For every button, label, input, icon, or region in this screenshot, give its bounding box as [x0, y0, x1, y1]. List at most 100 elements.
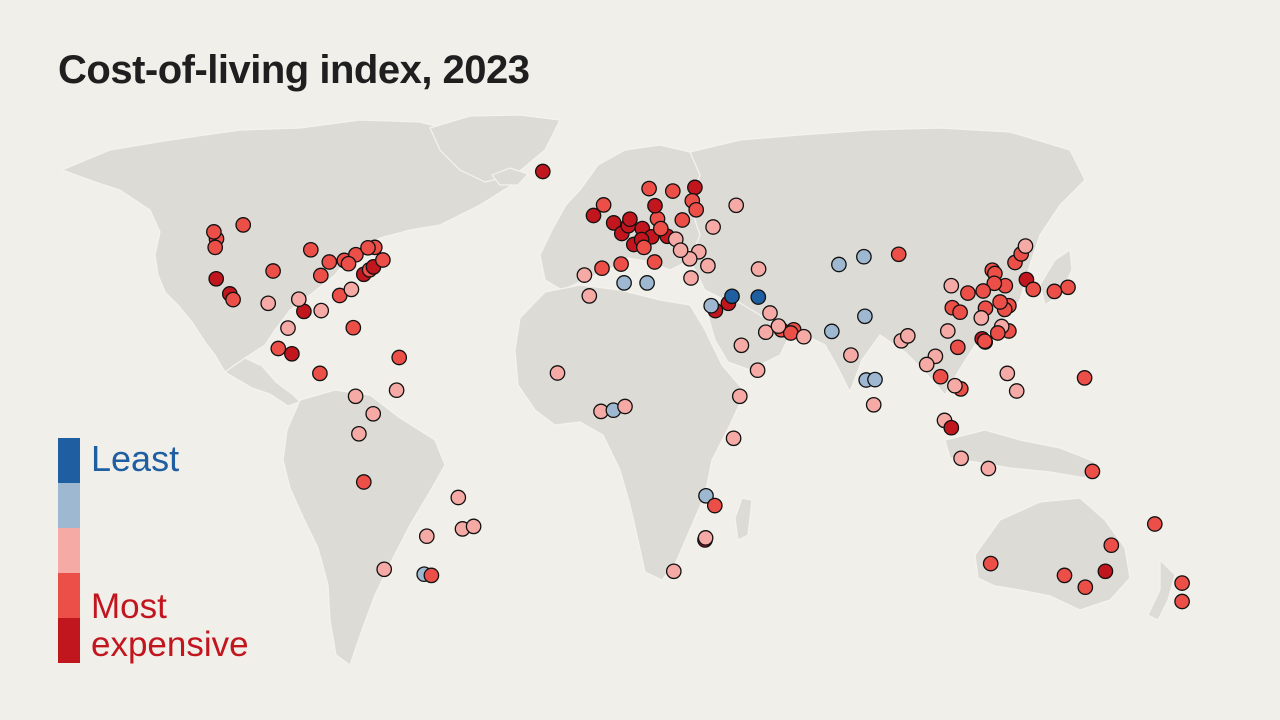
city-dot-31 [312, 365, 328, 382]
city-dot-25 [343, 281, 360, 298]
city-dot-23 [312, 267, 329, 284]
city-dot-26 [313, 302, 330, 319]
city-dot-95 [770, 318, 787, 334]
city-dot-156 [1174, 593, 1190, 610]
city-dot-80 [639, 275, 655, 291]
land-iceland [491, 167, 530, 186]
city-dot-161 [617, 398, 633, 415]
city-dot-109 [918, 356, 935, 373]
land-australia [974, 497, 1131, 611]
city-dot-125 [992, 294, 1008, 310]
legend-swatch-level-3 [58, 528, 80, 573]
city-dot-60 [594, 260, 610, 277]
city-dot-44 [418, 528, 435, 545]
city-dot-75 [705, 219, 721, 235]
city-dot-107 [932, 368, 949, 385]
city-dot-149 [1097, 563, 1114, 580]
legend-swatch-level-4 [58, 573, 80, 618]
city-dot-66 [647, 197, 663, 214]
city-dot-74 [700, 257, 716, 274]
city-dot-164 [698, 487, 714, 504]
city-dot-133 [960, 285, 976, 301]
city-dot-5 [207, 239, 224, 256]
city-dot-121 [976, 333, 993, 350]
city-dot-143 [890, 246, 907, 263]
city-dot-41 [376, 561, 393, 578]
city-dot-47 [595, 197, 612, 213]
legend-most-text: Most expensive [91, 587, 249, 664]
city-dot-37 [388, 382, 405, 399]
city-dot-32 [347, 388, 364, 405]
city-dot-36 [355, 474, 372, 490]
city-dot-8 [265, 263, 281, 279]
city-dot-11 [321, 254, 338, 270]
city-dot-115 [953, 450, 969, 467]
city-dot-27 [260, 295, 277, 312]
land-masses [60, 114, 1176, 666]
map-title: Cost-of-living index, 2023 [58, 48, 530, 92]
city-dot-10 [290, 291, 307, 308]
city-dot-112 [947, 377, 963, 394]
city-dot-73 [672, 242, 689, 259]
city-dot-132 [952, 304, 968, 321]
city-dot-14 [345, 319, 362, 336]
legend: Least Most expensive [58, 438, 318, 668]
city-dot-79 [616, 275, 632, 291]
city-dot-98 [749, 362, 766, 379]
city-dot-48 [585, 207, 602, 224]
city-dot-22 [340, 255, 357, 272]
city-dot-168 [665, 563, 682, 580]
city-dot-101 [843, 347, 859, 363]
city-dot-97 [733, 337, 750, 354]
city-dot-59 [636, 239, 652, 256]
land-madagascar [734, 497, 753, 541]
city-dot-152 [1056, 567, 1073, 584]
city-dot-145 [1025, 281, 1042, 298]
city-dot-83 [703, 297, 720, 314]
city-dot-146 [1060, 279, 1076, 296]
city-dot-67 [674, 212, 691, 228]
legend-swatch-level-5 [58, 618, 80, 663]
city-dot-34 [365, 405, 382, 422]
city-dot-163 [725, 430, 742, 447]
city-dot-110 [949, 339, 966, 356]
city-dot-35 [351, 425, 367, 442]
city-dot-153 [982, 555, 999, 572]
city-dot-76 [728, 197, 745, 214]
city-dot-130 [1017, 238, 1034, 254]
land-south-america [282, 389, 446, 666]
land-africa [514, 284, 746, 581]
city-dot-96 [762, 305, 778, 321]
land-greenland [429, 114, 561, 183]
city-dot-7 [235, 217, 252, 233]
city-dot-58 [646, 254, 663, 270]
city-dot-157 [1146, 516, 1163, 532]
city-dot-81 [581, 288, 598, 304]
city-dot-90 [757, 324, 774, 341]
city-dot-165 [706, 497, 723, 514]
city-dot-139 [986, 275, 1003, 292]
city-dot-30 [280, 320, 296, 336]
city-dot-86 [724, 288, 740, 305]
city-dot-118 [1008, 383, 1025, 399]
city-dot-72 [683, 270, 699, 286]
city-dot-94 [795, 328, 812, 345]
city-dot-61 [613, 256, 629, 272]
city-dot-105 [899, 328, 916, 344]
land-arabia [704, 299, 791, 371]
city-dot-28 [284, 345, 300, 362]
city-dot-64 [664, 183, 681, 199]
land-new-zealand [1147, 558, 1176, 621]
city-dot-88 [831, 256, 847, 273]
city-dot-167 [697, 530, 714, 546]
city-dot-135 [973, 310, 990, 326]
city-dot-162 [731, 388, 748, 405]
city-dot-78 [688, 201, 705, 218]
city-dot-103 [867, 371, 883, 388]
city-dot-21 [360, 239, 376, 256]
city-dot-46 [605, 215, 622, 231]
city-dot-43 [423, 567, 440, 584]
city-dot-116 [980, 460, 997, 477]
city-dot-6 [206, 224, 222, 240]
